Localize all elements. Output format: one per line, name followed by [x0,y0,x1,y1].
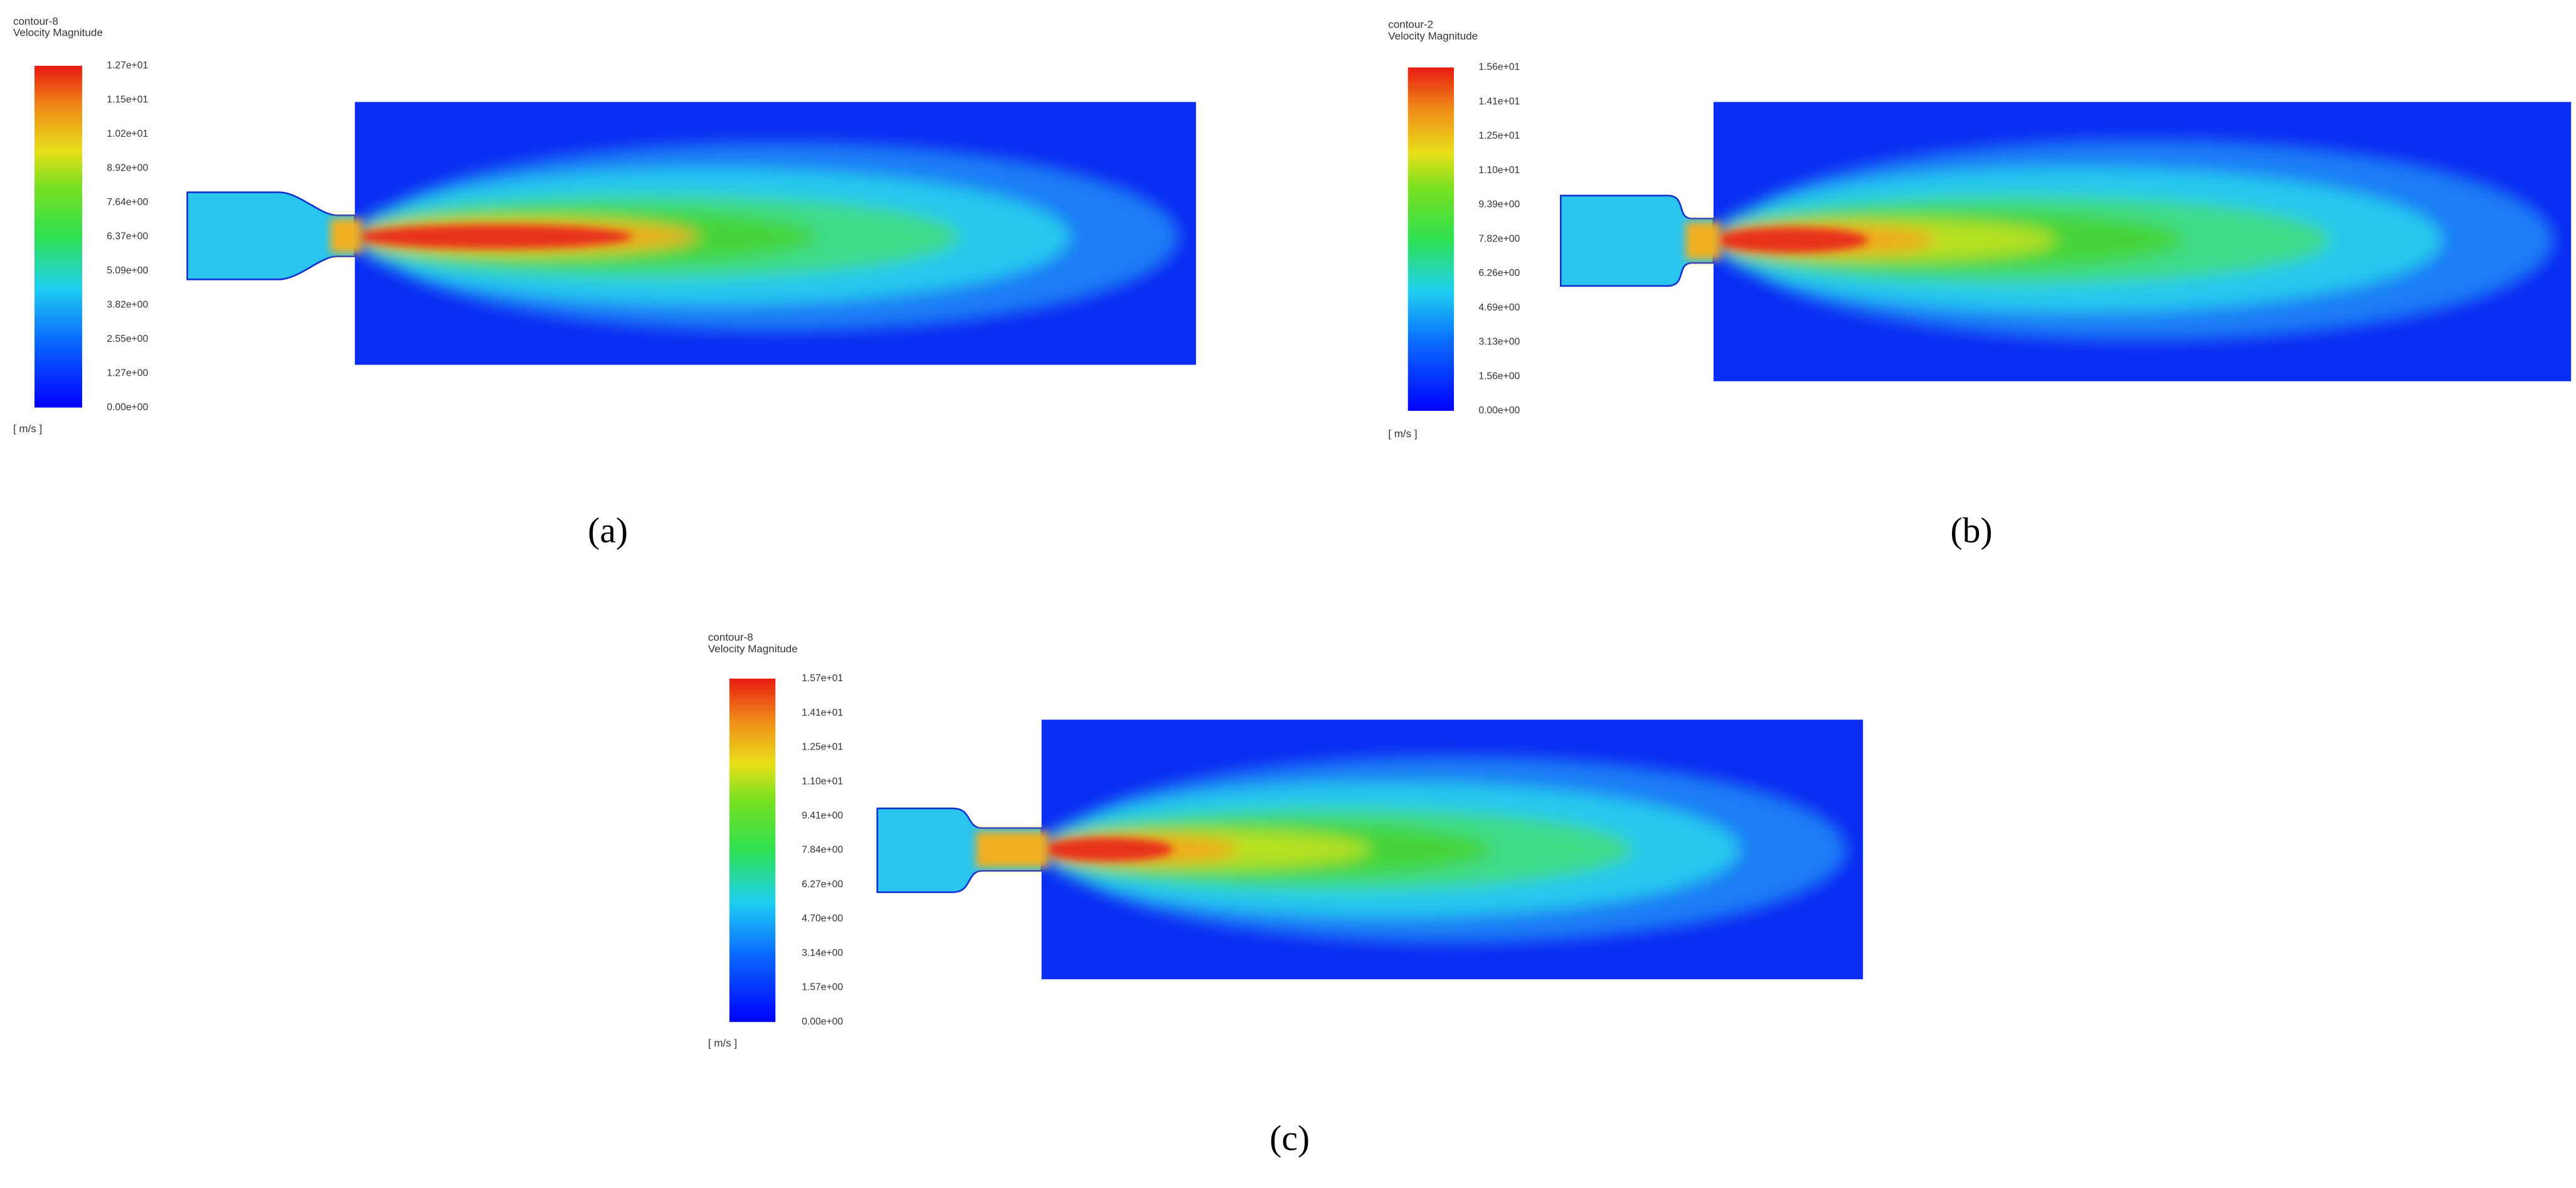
scale-label: 1.02e+01 [107,129,148,139]
color-bar [34,65,82,408]
scale-label: 3.82e+00 [107,299,148,310]
scale-label: 1.56e+01 [1478,62,1520,73]
scale-label: 4.70e+00 [802,913,843,924]
inlet-nozzle [876,807,1042,893]
scale-label: 3.14e+00 [802,948,843,958]
color-bar [729,678,776,1022]
scale-label: 1.57e+01 [802,673,843,684]
inlet-nozzle [186,191,356,280]
contour-name: contour-8 [708,632,753,644]
scale-label: 1.27e+01 [107,60,148,71]
scale-label: 1.10e+01 [1478,165,1520,176]
inlet-nozzle [1559,194,1715,287]
scale-label: 9.39e+00 [1478,199,1520,210]
scale-label: 1.25e+01 [1478,130,1520,141]
unit-label: [ m/s ] [1388,428,1417,440]
scale-label: 3.13e+00 [1478,337,1520,347]
scale-label: 0.00e+00 [107,402,148,413]
scale-label: 6.26e+00 [1478,268,1520,278]
scale-label: 7.84e+00 [802,845,843,856]
scale-label: 6.37e+00 [107,231,148,241]
scale-label: 5.09e+00 [107,265,148,276]
jet-core [1713,227,1868,253]
scale-label: 1.10e+01 [802,776,843,787]
throat-jet [1685,221,1720,260]
scale-label: 1.57e+00 [802,982,843,993]
scale-label: 7.64e+00 [107,197,148,208]
scale-label: 1.15e+01 [107,95,148,105]
caption: (a) [588,511,628,550]
scale-label: 1.25e+01 [802,742,843,753]
scale-label: 4.69e+00 [1478,302,1520,313]
scale-label: 1.41e+01 [802,708,843,718]
scale-label: 0.00e+00 [1478,405,1520,416]
color-bar [1407,67,1455,411]
scale-label: 6.27e+00 [802,879,843,890]
scale-label: 7.82e+00 [1478,233,1520,244]
scale-label: 0.00e+00 [802,1016,843,1027]
scale-label: 2.55e+00 [107,334,148,344]
variable-name: Velocity Magnitude [1388,30,1478,42]
throat-jet [975,831,1049,868]
jet-core [1041,837,1174,861]
jet-core [354,225,633,249]
variable-name: Velocity Magnitude [708,643,798,655]
caption: (b) [1951,511,1993,550]
unit-label: [ m/s ] [13,423,42,435]
throat-jet [330,218,362,253]
scale-label: 1.41e+01 [1478,96,1520,107]
scale-label: 1.27e+00 [107,368,148,378]
scale-label: 9.41e+00 [802,810,843,821]
caption: (c) [1269,1119,1310,1159]
contour-name: contour-2 [1388,19,1433,31]
scale-label: 8.92e+00 [107,163,148,174]
scale-label: 1.56e+00 [1478,371,1520,381]
contour-name: contour-8 [13,15,58,27]
variable-name: Velocity Magnitude [13,27,103,39]
unit-label: [ m/s ] [708,1037,737,1049]
